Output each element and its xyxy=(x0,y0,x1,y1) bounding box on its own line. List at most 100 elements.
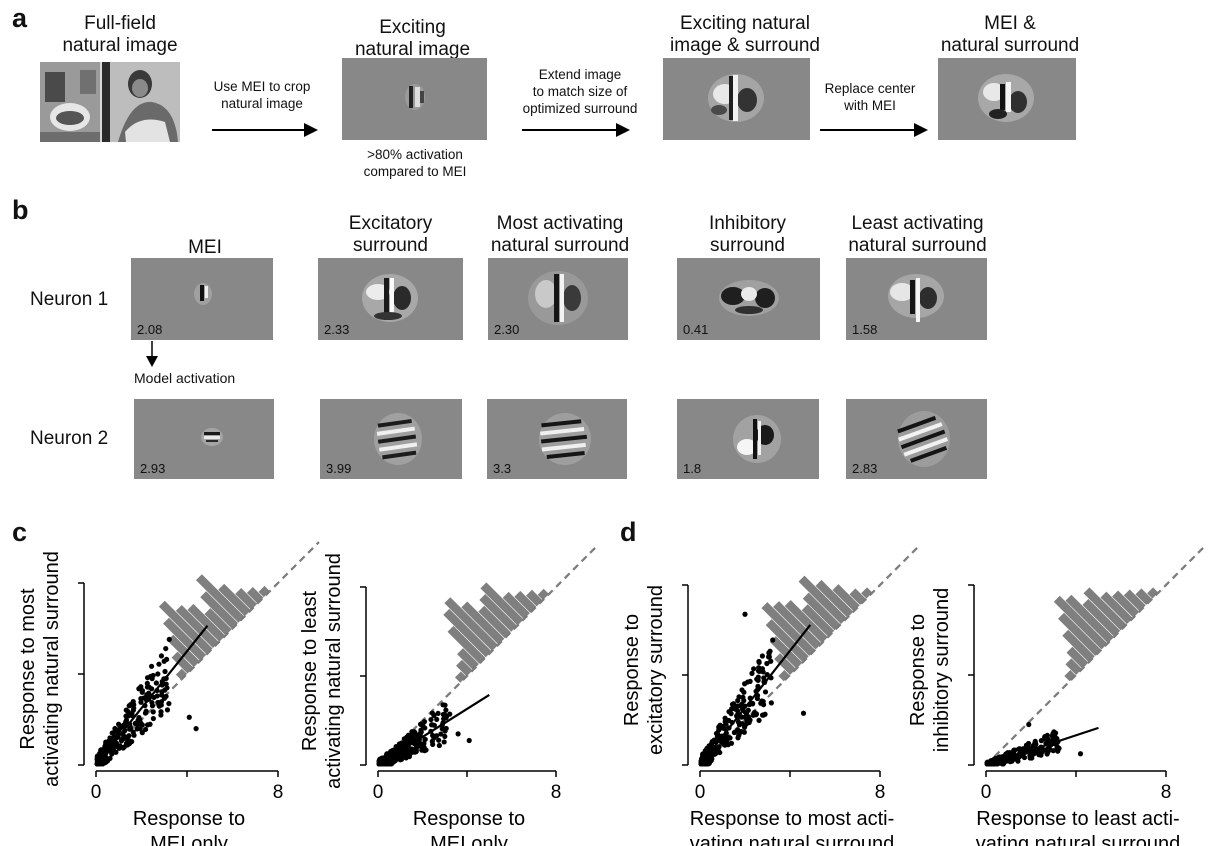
data-point xyxy=(144,722,151,728)
histogram-bar xyxy=(769,636,803,669)
data-point xyxy=(125,713,132,719)
histogram-bar xyxy=(204,608,232,636)
data-point xyxy=(137,726,143,732)
b-col-title-most-activating: Most activating natural surround xyxy=(490,213,630,256)
data-point xyxy=(123,717,130,723)
n2-excitatory: 3.99 xyxy=(320,399,462,479)
data-point xyxy=(153,680,159,686)
histogram-bar xyxy=(514,590,537,613)
data-point xyxy=(144,684,151,690)
data-point xyxy=(422,736,428,743)
data-point xyxy=(430,732,436,739)
n2-least-activating-art xyxy=(897,411,950,467)
data-point xyxy=(708,757,714,764)
y-axis-label: Response to least xyxy=(299,591,321,752)
data-point xyxy=(443,725,449,732)
histogram-bar xyxy=(802,592,841,631)
n1-inhibitory-value: 0.41 xyxy=(683,322,709,337)
histogram-bar xyxy=(175,668,188,680)
data-point xyxy=(1049,733,1055,739)
data-point xyxy=(138,684,144,690)
exciting-natural-image-art xyxy=(405,84,425,110)
data-point xyxy=(721,738,727,744)
data-point xyxy=(164,685,170,691)
n1-least-activating: 1.58 xyxy=(846,258,987,340)
data-point xyxy=(1030,743,1036,749)
data-point xyxy=(1000,759,1006,765)
data-point xyxy=(1005,750,1011,756)
a-title-fullfield: Full-field natural image xyxy=(62,13,178,56)
histogram-bar xyxy=(1065,658,1083,675)
a-arrow-label-3: Replace center with MEI xyxy=(824,81,916,113)
data-point xyxy=(132,720,138,727)
data-point xyxy=(755,683,761,689)
data-point xyxy=(150,709,156,715)
n1-mei-art xyxy=(194,283,212,305)
data-point xyxy=(1026,721,1032,728)
data-point xyxy=(435,710,441,717)
n1-mei-value: 2.08 xyxy=(137,322,163,337)
x-tick-label: 8 xyxy=(273,782,284,803)
chart-3: 0 8 Response to least acti-vating natural … xyxy=(907,543,1208,846)
data-point xyxy=(1010,749,1016,755)
histogram-bar xyxy=(502,591,530,620)
data-point xyxy=(429,710,435,716)
data-point xyxy=(136,715,142,721)
histogram-bar xyxy=(537,588,549,600)
regression-line xyxy=(377,693,490,766)
data-point xyxy=(1023,742,1030,748)
panel-letter-a: a xyxy=(12,3,28,33)
data-point xyxy=(713,730,720,737)
data-point xyxy=(428,716,434,723)
model-activation-label: Model activation xyxy=(134,370,236,386)
data-point xyxy=(124,734,130,740)
histogram-bar xyxy=(187,603,226,642)
histogram-bar xyxy=(801,604,835,637)
data-point xyxy=(149,703,156,709)
data-point xyxy=(742,714,748,720)
chart-0: 0 8 Response to MEI only Response to most act… xyxy=(17,541,320,846)
y-axis-label: inhibitory surround xyxy=(931,588,953,753)
data-point xyxy=(186,714,192,720)
data-point xyxy=(726,709,732,715)
data-point xyxy=(151,694,157,701)
n2-excitatory-art xyxy=(374,413,422,465)
n2-least-activating: 2.83 xyxy=(846,399,987,479)
histogram-bar xyxy=(235,588,258,610)
data-point xyxy=(142,726,149,733)
data-point xyxy=(155,671,161,677)
x-axis-label: MEI only xyxy=(430,833,508,846)
data-point xyxy=(123,707,129,713)
data-point xyxy=(713,751,719,757)
exciting-image-surround xyxy=(663,58,810,140)
data-point xyxy=(402,740,408,746)
histogram-bar xyxy=(1083,587,1127,631)
histogram-bar xyxy=(1064,670,1076,682)
data-point xyxy=(158,709,164,715)
data-point xyxy=(163,645,169,652)
data-point xyxy=(409,734,416,740)
natural-image-art xyxy=(40,62,180,142)
histogram-bar xyxy=(774,653,797,675)
n1-most-activating-art xyxy=(528,271,588,325)
n2-inhibitory-value: 1.8 xyxy=(683,461,702,476)
panel-letter-c: c xyxy=(12,517,28,547)
regression-line xyxy=(985,726,1099,767)
data-point xyxy=(740,694,746,700)
data-point xyxy=(747,678,753,684)
data-point xyxy=(417,743,423,749)
histogram-bar xyxy=(480,582,524,626)
data-point xyxy=(115,730,121,736)
data-point xyxy=(403,750,409,756)
histogram-bar xyxy=(1065,594,1114,644)
data-point xyxy=(403,755,409,761)
n1-mei: 2.08 xyxy=(131,258,273,340)
histogram-bar xyxy=(1135,588,1153,605)
data-point xyxy=(770,637,776,643)
data-point xyxy=(150,715,156,722)
data-point xyxy=(129,738,135,745)
data-point xyxy=(98,747,104,754)
data-point xyxy=(1077,751,1084,757)
data-point xyxy=(112,725,118,732)
data-point xyxy=(441,739,447,745)
